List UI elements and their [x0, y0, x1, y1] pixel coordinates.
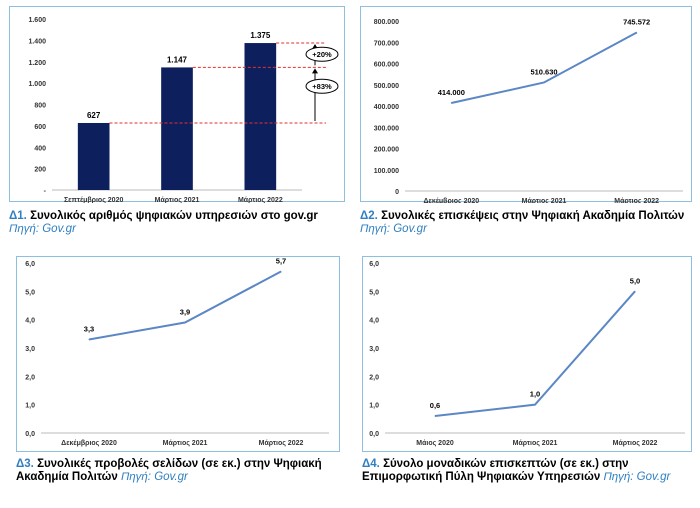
bar [77, 122, 110, 190]
y-tick-label: 1.400 [28, 38, 46, 45]
y-tick-label: 2,0 [369, 374, 379, 381]
data-label: 3,3 [84, 325, 94, 334]
y-tick-label: 300.000 [374, 125, 399, 132]
data-label: 3,9 [180, 308, 190, 317]
caption-1: Δ1. Συνολικός αριθμός ψηφιακών υπηρεσιών… [9, 210, 345, 236]
annotation-bubble [305, 78, 339, 94]
data-label: 1.375 [250, 31, 271, 40]
data-label: 1,0 [530, 390, 540, 399]
data-point [88, 339, 90, 340]
y-tick-label: 800.000 [374, 19, 399, 26]
x-tick-label: Δεκέμβριος 2020 [423, 198, 479, 203]
bar [244, 43, 277, 190]
data-label: 414.000 [438, 88, 465, 97]
y-tick-label: 5,0 [369, 289, 379, 296]
chart-panel-2: 0 100.000 200.000 300.000 400.000 500.000 600.… [360, 6, 692, 203]
y-tick-label: 6,0 [25, 261, 35, 268]
y-tick-label: 4,0 [25, 318, 35, 325]
caption-2: Δ2. Συνολικές επισκέψεις στην Ψηφιακή Ακ… [360, 210, 692, 236]
y-tick-label: 3,0 [25, 346, 35, 353]
y-tick-label: 700.000 [374, 40, 399, 47]
caption-text: Συνολικές προβολές σελίδων (σε εκ.) στην… [16, 458, 322, 483]
x-tick-label: Μάρτιος 2022 [613, 440, 658, 447]
annotation-bubble [305, 46, 339, 62]
bar-chart: - 200 400 600 800 1.000 1.200 1.400 1.600 Σεπτέμβ… [28, 17, 339, 203]
y-tick-label: - [44, 188, 47, 195]
y-tick-label: 400 [34, 145, 46, 152]
data-point [634, 290, 636, 292]
y-tick-label: 400.000 [374, 104, 399, 111]
y-tick-label: 4,0 [369, 318, 379, 325]
data-label: 5,0 [630, 276, 640, 285]
data-label: 5,7 [276, 257, 286, 266]
caption-number: Δ4. [362, 458, 380, 470]
caption-text: Συνολικές επισκέψεις στην Ψηφιακή Ακαδημ… [381, 210, 685, 222]
caption-3: Δ3. Συνολικές προβολές σελίδων (σε εκ.) … [16, 458, 340, 484]
y-tick-label: 1.600 [28, 17, 46, 24]
y-tick-label: 1.000 [28, 81, 46, 88]
caption-number: Δ1. [9, 210, 27, 222]
annotation-label: +20% [312, 50, 332, 59]
chart-panel-1: - 200 400 600 800 1.000 1.200 1.400 1.600 Σεπτέμβ… [9, 6, 345, 203]
x-tick-label: Μάρτιος 2022 [238, 197, 283, 203]
x-tick-label: Μάρτιος 2022 [614, 198, 659, 203]
line-chart: 0,0 1,0 2,0 3,0 4,0 5,0 6,0 Μάιος 2020 Μάρτιος 2… [369, 261, 685, 447]
x-tick-label: Δεκέμβριος 2020 [61, 440, 117, 447]
line-chart: 0 100.000 200.000 300.000 400.000 500.000 600.… [374, 18, 683, 203]
data-label: 0,6 [430, 401, 440, 410]
caption-source: Πηγή: Gov.gr [9, 223, 76, 235]
data-label: 1.147 [167, 55, 188, 64]
caption-text: Σύνολο μοναδικών επισκεπτών (σε εκ.) στη… [362, 458, 629, 483]
caption-number: Δ2. [360, 210, 378, 222]
caption-text: Συνολικός αριθμός ψηφιακών υπηρεσιών στο… [30, 210, 318, 222]
x-tick-label: Σεπτέμβριος 2020 [64, 197, 124, 203]
data-point [543, 81, 545, 83]
arrow-head [312, 68, 318, 74]
y-tick-label: 500.000 [374, 83, 399, 90]
caption-4: Δ4. Σύνολο μοναδικών επισκεπτών (σε εκ.)… [362, 458, 692, 484]
caption-source: Πηγή: Gov.gr [360, 223, 427, 235]
data-label: 627 [87, 111, 101, 120]
chart-panel-3: 0,0 1,0 2,0 3,0 4,0 5,0 6,0 Δεκέμβριος 2020 Μάρτ… [16, 256, 340, 452]
y-tick-label: 0,0 [25, 431, 35, 438]
y-tick-label: 0,0 [369, 431, 379, 438]
y-tick-label: 6,0 [369, 261, 379, 268]
data-point [534, 404, 536, 406]
caption-source: Πηγή: Gov.gr [603, 471, 671, 483]
data-label: 745.572 [623, 18, 650, 27]
line-chart: 0,0 1,0 2,0 3,0 4,0 5,0 6,0 Δεκέμβριος 2020 Μάρτ… [25, 257, 329, 447]
x-tick-label: Μάιος 2020 [416, 440, 454, 447]
data-point [450, 102, 452, 104]
y-tick-label: 1.200 [28, 60, 46, 67]
x-tick-label: Μάρτιος 2021 [513, 440, 558, 447]
annotation-label: +83% [312, 82, 332, 91]
y-tick-label: 2,0 [25, 374, 35, 381]
x-tick-label: Μάρτιος 2022 [259, 440, 304, 447]
y-tick-label: 200 [34, 167, 46, 174]
y-tick-label: 600 [34, 124, 46, 131]
data-point [280, 271, 282, 272]
y-tick-label: 5,0 [25, 289, 35, 296]
data-point [434, 415, 436, 417]
x-tick-label: Μάρτιος 2021 [163, 440, 208, 447]
data-point [184, 322, 186, 323]
x-tick-label: Μάρτιος 2021 [522, 198, 567, 203]
caption-source: Πηγή: Gov.gr [120, 471, 188, 483]
y-tick-label: 1,0 [369, 403, 379, 410]
data-point [636, 32, 638, 34]
caption-number: Δ3. [16, 458, 34, 470]
series-line [88, 270, 282, 341]
y-tick-label: 1,0 [25, 403, 35, 410]
y-tick-label: 600.000 [374, 62, 399, 69]
y-tick-label: 800 [34, 103, 46, 110]
y-tick-label: 100.000 [374, 168, 399, 175]
data-label: 510.630 [530, 67, 557, 76]
y-tick-label: 0 [395, 189, 399, 196]
y-tick-label: 3,0 [369, 346, 379, 353]
chart-panel-4: 0,0 1,0 2,0 3,0 4,0 5,0 6,0 Μάιος 2020 Μάρτιος 2… [362, 256, 692, 452]
bar [161, 67, 193, 190]
x-tick-label: Μάρτιος 2021 [155, 197, 200, 203]
y-tick-label: 200.000 [374, 147, 399, 154]
